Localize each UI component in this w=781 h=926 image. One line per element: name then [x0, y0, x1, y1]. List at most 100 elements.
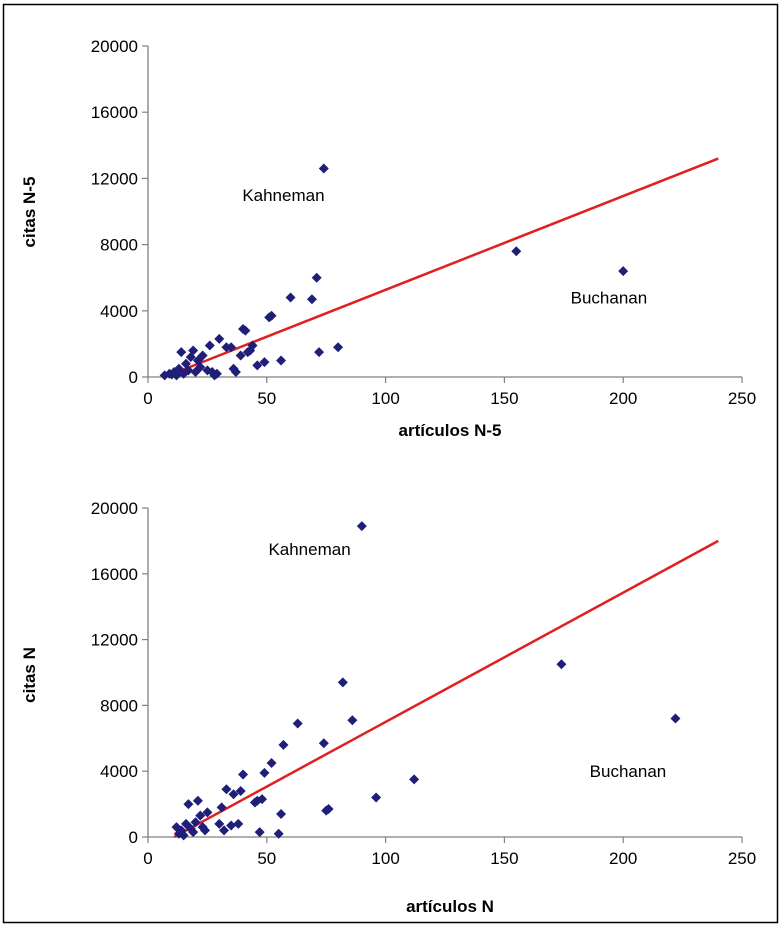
x-tick-label: 0 [143, 849, 152, 868]
data-point [556, 659, 567, 670]
data-point [202, 807, 213, 818]
data-point [409, 774, 420, 785]
chart-bottom-trendline-group [173, 539, 719, 839]
y-tick-label: 12000 [91, 631, 138, 650]
chart-bottom-annotations: Kahneman Buchanan [268, 540, 666, 781]
data-point [211, 368, 222, 379]
data-point [221, 784, 232, 795]
data-point [311, 272, 322, 283]
chart-top-points [159, 163, 629, 381]
data-point [200, 825, 211, 836]
chart-bottom-x-axis-title: artículos N [406, 897, 494, 916]
data-point [190, 817, 201, 828]
data-point [235, 785, 246, 796]
y-tick-label: 4000 [100, 762, 138, 781]
annotation-buchanan: Buchanan [571, 289, 648, 308]
data-point [285, 292, 296, 303]
data-point [238, 769, 249, 780]
y-tick-label: 12000 [91, 169, 138, 188]
data-point [188, 345, 199, 356]
data-point [178, 830, 189, 841]
data-point [176, 347, 187, 358]
x-tick-label: 50 [257, 849, 276, 868]
chart-top-annotations: Kahneman Buchanan [242, 186, 647, 308]
y-tick-label: 16000 [91, 103, 138, 122]
chart-bottom-axes: 0 4000 8000 12000 16000 20000 0 50 100 150 200 250 [91, 499, 756, 868]
data-point [240, 325, 251, 336]
data-point [306, 294, 317, 305]
data-point [292, 718, 303, 729]
x-tick-label: 150 [490, 849, 518, 868]
data-point [226, 342, 237, 353]
data-point [228, 789, 239, 800]
data-point [183, 799, 194, 810]
y-tick-label: 8000 [100, 696, 138, 715]
data-point [214, 818, 225, 829]
data-point [266, 310, 277, 321]
data-point [188, 827, 199, 838]
figure-border [2, 3, 779, 924]
data-point [337, 677, 348, 688]
data-point [371, 792, 382, 803]
chart-bottom-trendline [173, 539, 719, 839]
chart-top-axes: 0 4000 8000 12000 16000 20000 0 50 100 150 200 250 [91, 37, 756, 408]
data-point [226, 820, 237, 831]
data-point [214, 333, 225, 344]
data-point [197, 350, 208, 361]
data-point [259, 767, 270, 778]
data-point [318, 163, 329, 174]
data-point [259, 357, 270, 368]
data-point [318, 738, 329, 749]
x-tick-label: 0 [143, 389, 152, 408]
data-point [276, 808, 287, 819]
data-point [252, 360, 263, 371]
x-tick-label: 250 [728, 389, 756, 408]
data-point [273, 828, 284, 839]
x-tick-label: 200 [609, 849, 637, 868]
data-point [195, 362, 206, 373]
data-point [254, 827, 265, 838]
chart-top-trendline-group [164, 157, 719, 379]
y-tick-label: 16000 [91, 565, 138, 584]
data-point [333, 342, 344, 353]
chart-top-x-axis-title: artículos N-5 [399, 421, 502, 440]
data-point [618, 266, 629, 277]
data-point [266, 757, 277, 768]
y-tick-label: 4000 [100, 302, 138, 321]
data-point [347, 715, 358, 726]
x-tick-label: 100 [371, 849, 399, 868]
y-tick-label: 0 [129, 368, 138, 387]
data-point [195, 810, 206, 821]
data-point [204, 340, 215, 351]
data-point [276, 355, 287, 366]
data-point [219, 825, 230, 836]
y-tick-label: 0 [129, 828, 138, 847]
y-tick-label: 20000 [91, 37, 138, 56]
chart-bottom-y-axis-title: citas N [20, 647, 39, 703]
y-tick-label: 8000 [100, 236, 138, 255]
x-tick-label: 250 [728, 849, 756, 868]
data-point [314, 347, 325, 358]
data-point [278, 739, 289, 750]
annotation-kahneman: Kahneman [268, 540, 350, 559]
y-tick-label: 20000 [91, 499, 138, 518]
data-point [670, 713, 681, 724]
data-point [247, 340, 258, 351]
data-point [233, 818, 244, 829]
data-point [183, 365, 194, 376]
chart-top-trendline [164, 157, 719, 379]
data-point [192, 795, 203, 806]
data-point [356, 521, 367, 532]
data-point [235, 350, 246, 361]
x-tick-label: 150 [490, 389, 518, 408]
annotation-buchanan: Buchanan [590, 762, 667, 781]
data-point [257, 794, 268, 805]
x-tick-label: 200 [609, 389, 637, 408]
x-tick-label: 50 [257, 389, 276, 408]
data-point [230, 367, 241, 378]
annotation-kahneman: Kahneman [242, 186, 324, 205]
chart-bottom-points [171, 521, 681, 841]
